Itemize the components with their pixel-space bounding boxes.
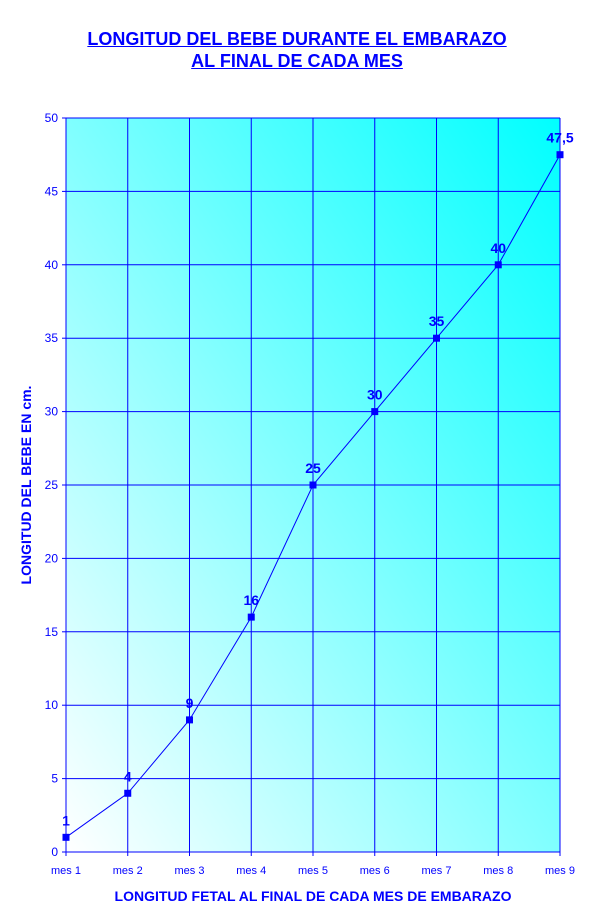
x-axis-ticks: mes 1 mes 2 mes 3 mes 4 mes 5 mes 6 mes 7 mes 8…	[51, 852, 575, 877]
x-tick-label: mes 1	[51, 865, 81, 877]
series-longitud	[62, 151, 564, 841]
chart-title-line-1: LONGITUD DEL BEBE DURANTE EL EMBARAZO	[87, 29, 507, 49]
data-point-marker	[124, 789, 132, 797]
y-tick-label: 45	[45, 184, 59, 198]
chart-title-line-2: AL FINAL DE CADA MES	[191, 51, 403, 71]
y-tick-label: 15	[45, 625, 59, 639]
chart-title: LONGITUD DEL BEBE DURANTE EL EMBARAZO AL…	[0, 28, 594, 72]
y-tick-label: 25	[45, 478, 59, 492]
y-tick-label: 0	[51, 845, 58, 859]
data-point-marker	[556, 151, 564, 159]
data-label: 35	[429, 313, 445, 329]
data-label: 25	[305, 460, 321, 476]
data-label: 4	[124, 768, 132, 784]
y-axis-label: LONGITUD DEL BEBE EN cm.	[18, 386, 34, 585]
y-tick-label: 5	[51, 772, 58, 786]
data-point-marker	[371, 408, 379, 416]
data-label: 1	[62, 812, 70, 828]
data-label: 47,5	[546, 130, 573, 146]
data-labels: 1 4 9 16 25 30 35 40 47,5	[62, 130, 574, 829]
x-tick-label: mes 5	[298, 865, 328, 877]
data-point-marker	[494, 261, 502, 269]
x-tick-label: mes 3	[175, 865, 205, 877]
y-axis-ticks: 0 5 10 15 20 25 30 35 40 45 50	[45, 111, 66, 859]
y-tick-label: 50	[45, 111, 59, 125]
x-tick-label: mes 8	[483, 865, 513, 877]
x-axis-label: LONGITUD FETAL AL FINAL DE CADA MES DE E…	[115, 888, 512, 904]
x-tick-label: mes 4	[236, 865, 266, 877]
x-tick-label: mes 7	[422, 865, 452, 877]
y-tick-label: 30	[45, 405, 59, 419]
y-tick-label: 35	[45, 331, 59, 345]
data-label: 16	[243, 592, 259, 608]
data-point-marker	[186, 716, 193, 724]
data-point-marker	[62, 833, 70, 841]
x-tick-label: mes 9	[545, 865, 575, 877]
x-tick-label: mes 2	[113, 865, 143, 877]
data-point-marker	[309, 481, 317, 489]
data-label: 9	[186, 695, 194, 711]
data-label: 40	[490, 240, 506, 256]
x-tick-label: mes 6	[360, 865, 390, 877]
data-point-marker	[433, 334, 440, 342]
y-tick-label: 40	[45, 258, 59, 272]
data-label: 30	[367, 387, 383, 403]
y-tick-label: 10	[45, 698, 59, 712]
y-tick-label: 20	[45, 551, 59, 565]
data-point-marker	[247, 613, 255, 621]
